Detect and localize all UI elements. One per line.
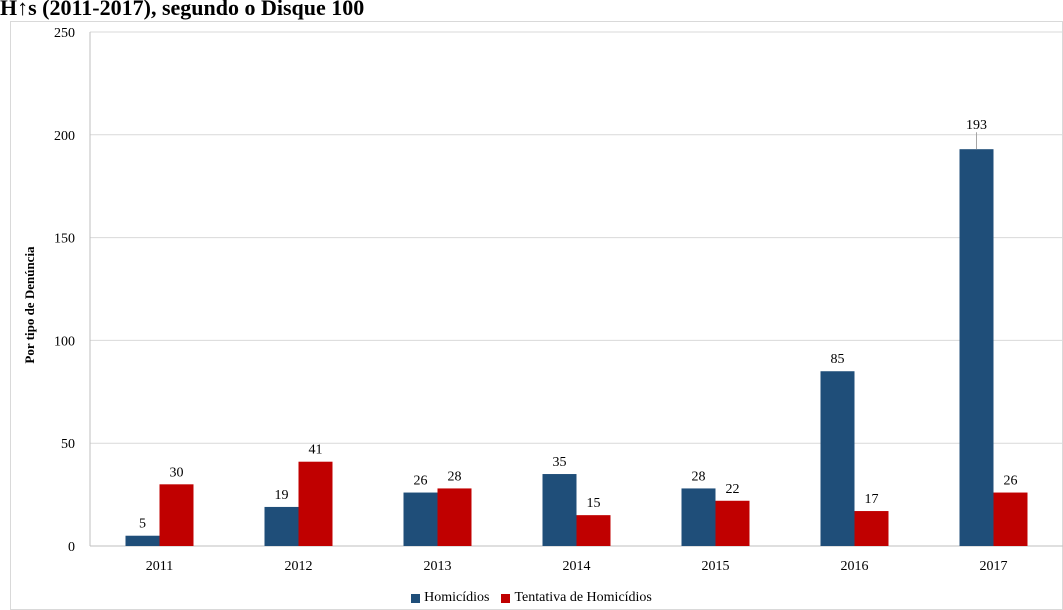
data-label: 5 — [139, 517, 146, 532]
bar-homicidios-2011 — [125, 535, 160, 546]
x-tick-label: 2017 — [980, 559, 1008, 574]
bar-tentativa-2013 — [437, 488, 472, 546]
legend-item: Tentativa de Homicídios — [501, 588, 652, 608]
data-label: 35 — [553, 455, 567, 470]
data-label: 28 — [692, 469, 706, 484]
bar-tentativa-2014 — [576, 515, 611, 546]
data-label: 22 — [726, 482, 740, 497]
chart-title: H↑s (2011-2017), segundo o Disque 100 — [0, 0, 365, 20]
y-tick-label: 250 — [54, 26, 75, 41]
x-tick-label: 2015 — [702, 559, 730, 574]
bar-tentativa-2012 — [298, 461, 333, 546]
bar-homicidios-2016 — [820, 371, 855, 546]
x-tick-label: 2011 — [146, 559, 173, 574]
y-tick-label: 0 — [68, 540, 75, 555]
data-label: 193 — [966, 118, 987, 133]
bar-homicidios-2012 — [264, 506, 299, 546]
data-label: 41 — [309, 443, 323, 458]
data-label: 19 — [275, 488, 289, 503]
x-tick-label: 2012 — [285, 559, 313, 574]
y-axis-label: Por tipo de Denúncia — [22, 246, 37, 364]
bar-tentativa-2011 — [159, 484, 194, 546]
data-label: 17 — [865, 492, 879, 507]
bar-homicidios-2017 — [959, 149, 994, 546]
legend-item: Homicídios — [411, 588, 489, 608]
y-tick-label: 100 — [54, 334, 75, 349]
data-label: 85 — [831, 352, 845, 367]
data-label: 30 — [170, 465, 184, 480]
bar-tentativa-2015 — [715, 500, 750, 546]
legend-swatch — [501, 593, 511, 603]
chart-legend: Homicídios Tentativa de Homicídios — [0, 588, 1063, 610]
data-label: 26 — [414, 474, 428, 489]
x-tick-label: 2016 — [841, 559, 869, 574]
bar-homicidios-2014 — [542, 474, 577, 546]
data-label: 26 — [1004, 474, 1018, 489]
legend-label: Homicídios — [424, 590, 490, 605]
bar-homicidios-2013 — [403, 492, 438, 546]
bar-homicidios-2015 — [681, 488, 716, 546]
data-label: 28 — [448, 469, 462, 484]
x-tick-label: 2014 — [563, 559, 591, 574]
bar-tentativa-2016 — [854, 511, 889, 546]
legend-label: Tentativa de Homicídios — [514, 590, 652, 605]
legend-swatch — [411, 593, 421, 603]
y-tick-label: 150 — [54, 232, 75, 247]
bar-tentativa-2017 — [993, 492, 1028, 546]
y-tick-label: 200 — [54, 129, 75, 144]
data-label: 15 — [587, 496, 601, 511]
x-tick-label: 2013 — [424, 559, 452, 574]
y-tick-label: 50 — [61, 437, 75, 452]
